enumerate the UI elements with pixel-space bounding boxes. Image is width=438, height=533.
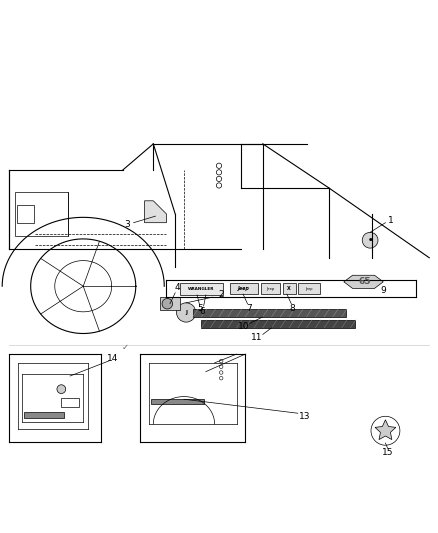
Text: 13: 13: [299, 412, 310, 421]
Text: X: X: [287, 286, 291, 292]
Text: 7: 7: [246, 304, 252, 313]
Circle shape: [219, 365, 223, 368]
Circle shape: [162, 298, 173, 309]
Text: 65: 65: [359, 277, 371, 286]
Text: Jeep: Jeep: [238, 286, 250, 292]
Text: ●: ●: [368, 238, 372, 242]
Circle shape: [362, 232, 378, 248]
Bar: [17, 205, 34, 223]
Bar: [15, 192, 68, 236]
Circle shape: [216, 169, 222, 175]
Bar: [298, 283, 320, 294]
Bar: [160, 297, 180, 310]
Text: J: J: [185, 310, 187, 315]
Polygon shape: [145, 201, 166, 223]
Text: 11: 11: [251, 333, 262, 342]
Text: 14: 14: [107, 354, 118, 363]
Bar: [151, 399, 204, 405]
Text: Jeep: Jeep: [305, 287, 313, 291]
Bar: [180, 282, 223, 295]
Bar: [230, 283, 258, 294]
Text: ✓: ✓: [121, 343, 128, 352]
Circle shape: [219, 376, 223, 380]
Circle shape: [216, 163, 222, 168]
Bar: [61, 398, 79, 407]
Circle shape: [219, 359, 223, 363]
Bar: [201, 320, 355, 328]
Text: 5: 5: [198, 304, 204, 313]
Text: 15: 15: [382, 448, 393, 457]
Bar: [261, 283, 280, 294]
Circle shape: [219, 371, 223, 374]
Circle shape: [57, 385, 66, 393]
Text: 2: 2: [218, 290, 224, 300]
Bar: [24, 413, 64, 418]
Circle shape: [216, 176, 222, 182]
Text: 10: 10: [238, 322, 250, 331]
Text: 8: 8: [290, 304, 296, 313]
Text: 6: 6: [199, 306, 205, 316]
Polygon shape: [375, 420, 396, 440]
Text: 1: 1: [388, 216, 394, 225]
Text: 9: 9: [380, 286, 386, 295]
Text: 3: 3: [124, 220, 130, 229]
Text: Jeep: Jeep: [266, 287, 275, 291]
Bar: [193, 309, 346, 317]
Polygon shape: [344, 275, 383, 288]
Circle shape: [177, 303, 196, 322]
Bar: [283, 283, 296, 294]
Text: 4: 4: [175, 282, 180, 292]
Text: WRANGLER: WRANGLER: [188, 287, 215, 291]
Circle shape: [216, 183, 222, 188]
